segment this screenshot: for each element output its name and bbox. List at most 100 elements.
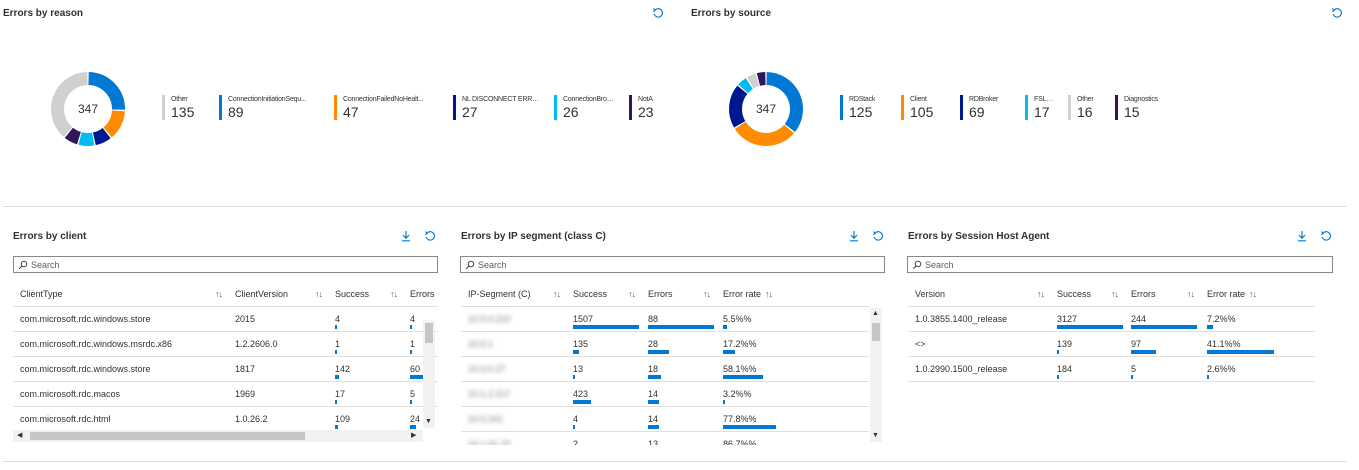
error-rate-cell: 41.1%% — [1200, 332, 1315, 357]
column-header-success[interactable]: Success ↑↓ — [335, 288, 398, 299]
donut-slice[interactable] — [51, 72, 88, 137]
agent-search-box[interactable] — [907, 256, 1333, 273]
legend-item[interactable]: NotA 23 — [629, 95, 656, 120]
column-header-version[interactable]: Version ↑↓ — [915, 288, 1045, 299]
column-header-error-rate[interactable]: Error rate ↑↓ — [1207, 288, 1257, 299]
table-row[interactable]: 10.1.2.217 423 14 3.2%% — [461, 382, 869, 407]
donut-slice[interactable] — [92, 127, 111, 146]
errors-cell-text: 244 — [1131, 314, 1147, 324]
column-header-clienttype[interactable]: ClientType ↑↓ — [20, 288, 223, 299]
donut-slice[interactable] — [729, 85, 748, 128]
column-header-success[interactable]: Success ↑↓ — [1057, 288, 1119, 299]
donut-slice[interactable] — [766, 72, 803, 133]
sort-icon[interactable]: ↑↓ — [703, 288, 711, 299]
donut-slice[interactable] — [88, 72, 125, 110]
table-row[interactable]: 1.0.2990.1500_release 184 5 2.6%% — [908, 357, 1315, 382]
table-row[interactable]: 10.0.1 135 28 17.2%% — [461, 332, 869, 357]
sort-icon[interactable]: ↑↓ — [1187, 288, 1195, 299]
table-row[interactable]: <> 139 97 41.1%% — [908, 332, 1315, 357]
refresh-icon[interactable] — [872, 230, 884, 242]
legend-item[interactable]: NL DISCONNECT ERROR 27 — [453, 95, 542, 120]
refresh-icon[interactable] — [1320, 230, 1332, 242]
legend-item[interactable]: RDBroker 69 — [960, 95, 1013, 120]
scroll-down-arrow[interactable]: ▼ — [872, 432, 879, 439]
legend-item[interactable]: ConnectionBroken 26 — [554, 95, 617, 120]
error-rate-cell-text: 7.2%% — [1207, 314, 1236, 324]
table-row[interactable]: 1.0.3855.1400_release 3127 244 7.2%% — [908, 307, 1315, 332]
donut-slice[interactable] — [746, 73, 760, 89]
download-icon[interactable] — [1296, 230, 1308, 242]
column-header-errors[interactable]: Errors ↑↓ — [648, 288, 711, 299]
download-icon[interactable] — [400, 230, 412, 242]
donut-slice[interactable] — [103, 110, 125, 138]
legend-item[interactable]: Other 135 — [162, 95, 207, 120]
table-row[interactable]: com.microsoft.rdc.windows.store 2015 4 4 — [13, 307, 438, 332]
table-row[interactable]: com.microsoft.rdc.macos 1969 17 5 — [13, 382, 438, 407]
client-search-input[interactable] — [31, 257, 437, 272]
donut-slice[interactable] — [78, 132, 95, 146]
ip-vertical-scrollbar[interactable]: ▲ ▼ — [870, 308, 882, 442]
legend-item[interactable]: ConnectionFailedNoHealt... 47 — [334, 95, 441, 120]
table-row[interactable]: com.microsoft.rdc.windows.msrdc.x86 1.2.2… — [13, 332, 438, 357]
legend-text: Client 105 — [910, 95, 948, 120]
sort-icon[interactable]: ↑↓ — [390, 288, 398, 299]
agent-search-input[interactable] — [925, 257, 1332, 272]
table-row[interactable]: com.microsoft.rdc.html 1.0.26.2 109 24 — [13, 407, 438, 431]
scroll-right-arrow[interactable]: ▶ — [411, 432, 417, 439]
legend-item[interactable]: ConnectionInitiationSequ... 89 — [219, 95, 322, 120]
donut-slice[interactable] — [64, 127, 82, 145]
sort-icon[interactable]: ↑↓ — [1037, 288, 1045, 299]
column-header-clientversion[interactable]: ClientVersion ↑↓ — [235, 288, 323, 299]
donut-slice[interactable] — [734, 121, 794, 146]
legend-value: 135 — [171, 104, 195, 120]
sort-icon[interactable]: ↑↓ — [215, 288, 223, 299]
scroll-left-arrow[interactable]: ◀ — [17, 432, 23, 439]
legend-item[interactable]: Other 16 — [1068, 95, 1103, 120]
errors-cell: 88 — [641, 307, 716, 332]
column-header-errors[interactable]: Errors — [410, 288, 435, 299]
column-header-errors[interactable]: Errors ↑↓ — [1131, 288, 1195, 299]
legend-item[interactable]: FSLogix 17 — [1025, 95, 1056, 120]
scroll-down-arrow[interactable]: ▼ — [425, 418, 432, 425]
column-header-success[interactable]: Success ↑↓ — [573, 288, 636, 299]
scrollbar-thumb[interactable] — [872, 323, 880, 341]
table-row[interactable]: 10.0.241 4 14 77.8%% — [461, 407, 869, 432]
table-row[interactable]: com.microsoft.rdc.windows.store 1817 142 60 — [13, 357, 438, 382]
sort-icon[interactable]: ↑↓ — [1249, 288, 1257, 299]
table-row[interactable]: 10.0.0.210 1507 88 5.5%% — [461, 307, 869, 332]
errors-cell: 244 — [1124, 307, 1200, 332]
error-rate-cell-text: 41.1%% — [1207, 339, 1241, 349]
ip-search-input[interactable] — [478, 257, 884, 272]
donut-slice[interactable] — [738, 78, 753, 94]
table-row[interactable]: 10.0.0.27 13 18 58.1%% — [461, 357, 869, 382]
scrollbar-thumb[interactable] — [425, 323, 433, 343]
sort-icon[interactable]: ↑↓ — [553, 288, 561, 299]
donut-slice[interactable] — [756, 72, 766, 86]
sort-icon[interactable]: ↑↓ — [315, 288, 323, 299]
table-row[interactable]: 10.1.01.22 2 13 86.7%% — [461, 432, 869, 445]
ip-search-box[interactable] — [460, 256, 885, 273]
legend-item[interactable]: Diagnostics 15 — [1115, 95, 1164, 120]
column-header-ip-segment[interactable]: IP-Segment (C) ↑↓ — [468, 288, 561, 299]
success-cell-text: 142 — [335, 364, 351, 374]
sort-icon[interactable]: ↑↓ — [765, 288, 773, 299]
ip-segment-cell-text: 10.0.0.210 — [468, 314, 511, 324]
refresh-icon[interactable] — [424, 230, 436, 242]
search-icon — [465, 260, 475, 270]
scroll-up-arrow[interactable]: ▲ — [872, 310, 879, 317]
client-horizontal-scrollbar[interactable]: ◀ ▶ — [13, 430, 423, 442]
refresh-icon[interactable] — [1331, 7, 1343, 19]
scrollbar-thumb[interactable] — [30, 432, 305, 440]
legend-item[interactable]: Client 105 — [901, 95, 948, 120]
column-header-error-rate[interactable]: Error rate ↑↓ — [723, 288, 773, 299]
client-type-cell: com.microsoft.rdc.macos — [13, 382, 228, 407]
download-icon[interactable] — [848, 230, 860, 242]
refresh-icon[interactable] — [652, 7, 664, 19]
ip-table-body: 10.0.0.210 1507 88 5.5%% 10.0.1 135 28 17.2%% 10… — [461, 307, 869, 445]
sort-icon[interactable]: ↑↓ — [628, 288, 636, 299]
source-donut-chart: 347 — [726, 69, 806, 149]
client-search-box[interactable] — [13, 256, 438, 273]
client-vertical-scrollbar[interactable]: ▼ — [423, 320, 435, 428]
sort-icon[interactable]: ↑↓ — [1111, 288, 1119, 299]
legend-item[interactable]: RDStack 125 — [840, 95, 889, 120]
